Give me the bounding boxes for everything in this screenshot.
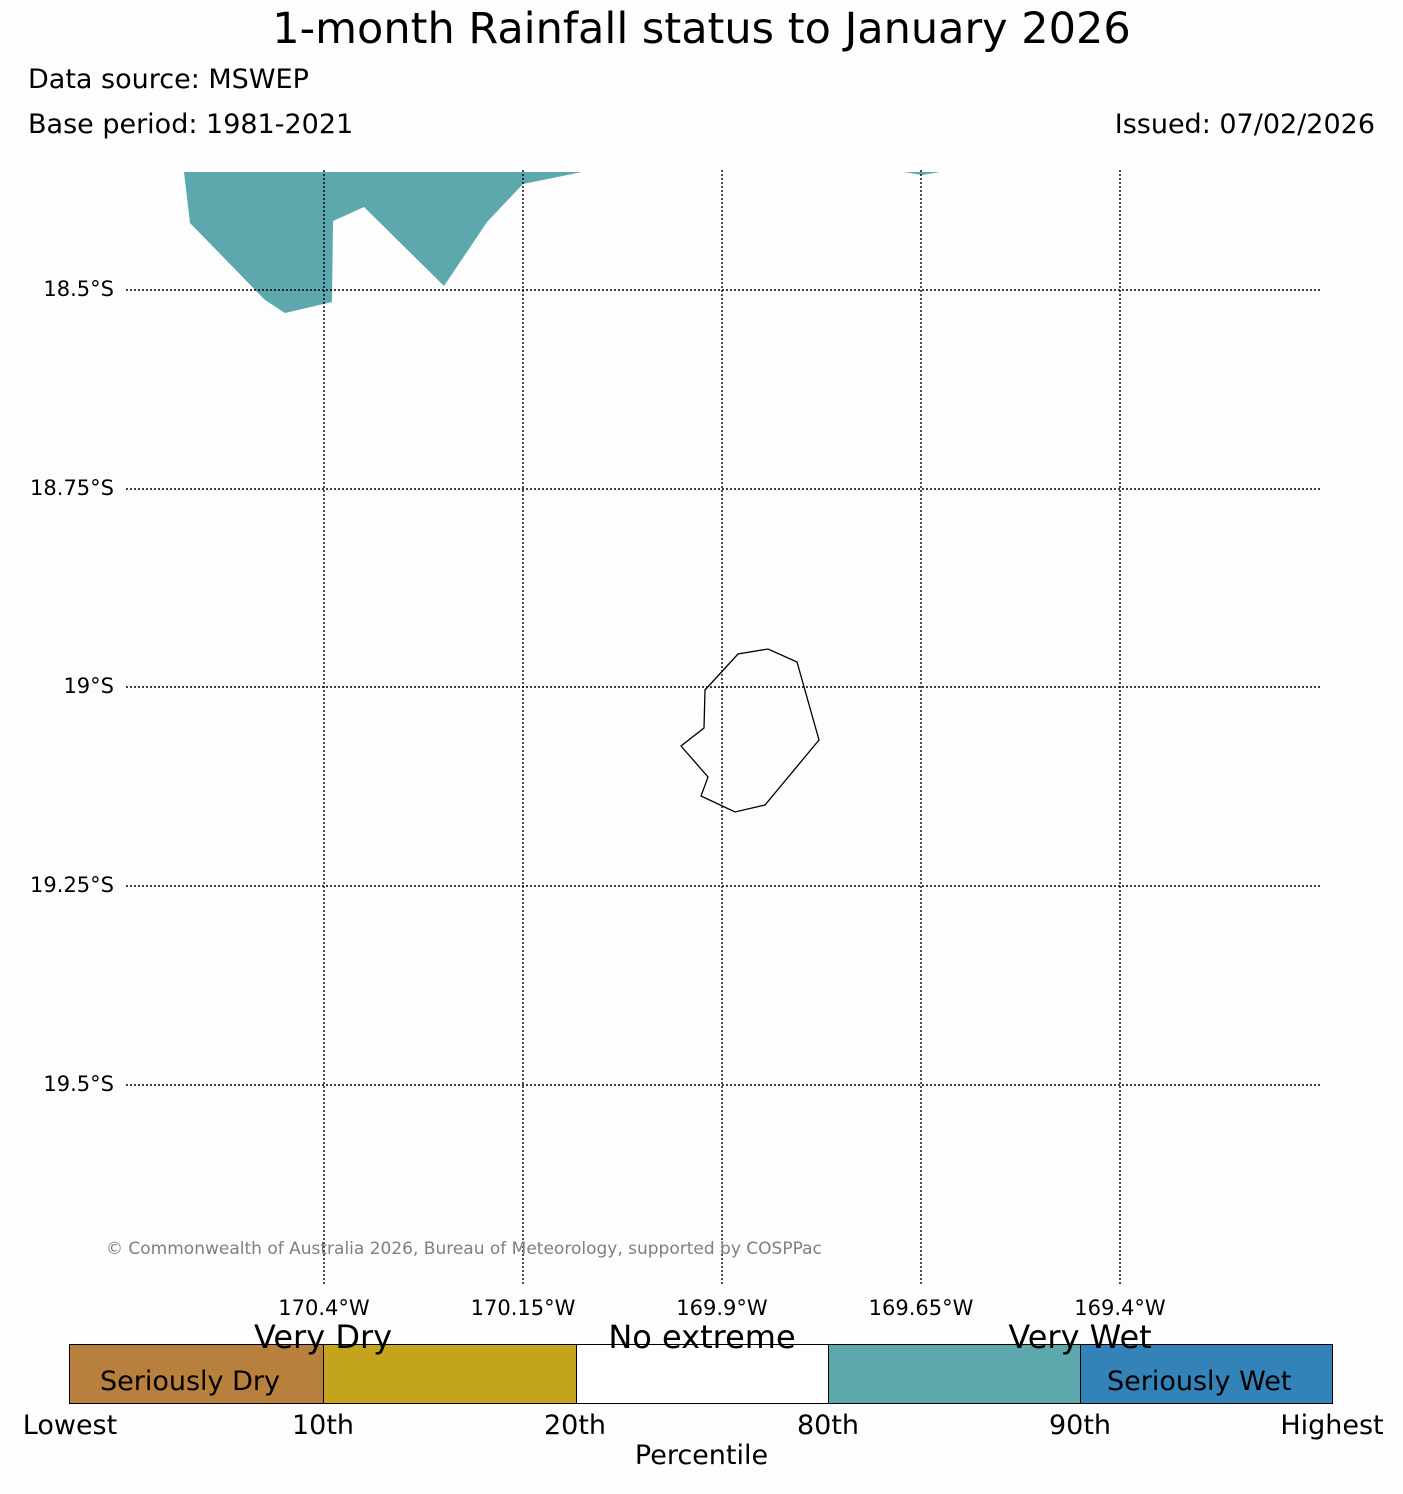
lon-label-169.65: 169.65°W: [868, 1296, 974, 1320]
legend-tick-highest: Highest: [1280, 1410, 1384, 1441]
legend-axis-label: Percentile: [634, 1440, 769, 1471]
lon-label-169.4: 169.4°W: [1074, 1296, 1166, 1320]
lat-label-19: 19°S: [63, 674, 114, 698]
copyright-notice: © Commonwealth of Australia 2026, Bureau…: [106, 1239, 822, 1259]
legend-frame: [69, 1344, 1333, 1404]
legend-very-dry-swatch: [323, 1345, 577, 1403]
lat-label-19.5: 19.5°S: [43, 1072, 114, 1096]
graticule: [126, 170, 1320, 1285]
legend-seriously-dry-label: Seriously Dry: [100, 1366, 280, 1397]
map-title: 1-month Rainfall status to January 2026: [272, 4, 1131, 54]
legend-seriously-wet-label: Seriously Wet: [1107, 1366, 1292, 1397]
data-source: Data source: MSWEP: [28, 64, 309, 95]
lat-label-18.5: 18.5°S: [43, 277, 114, 301]
lon-label-170.15: 170.15°W: [470, 1296, 576, 1320]
legend-tick-80th: 80th: [796, 1410, 860, 1441]
lat-label-18.75: 18.75°S: [30, 476, 114, 500]
legend-seriously-dry-swatch: [70, 1345, 323, 1403]
issued-date: Issued: 07/02/2026: [1114, 109, 1375, 140]
legend-no-extreme-label: No extreme: [608, 1318, 796, 1356]
base-period: Base period: 1981-2021: [28, 109, 354, 140]
legend-no-extreme-swatch: [576, 1345, 829, 1403]
island-coastline: [680, 648, 820, 813]
very-wet-area-small: [904, 172, 940, 175]
lon-label-169.9: 169.9°W: [676, 1296, 768, 1320]
legend-tick-20th: 20th: [543, 1410, 607, 1441]
lat-label-19.25: 19.25°S: [30, 873, 114, 897]
legend-tick-90th: 90th: [1048, 1410, 1112, 1441]
legend-tick-10th: 10th: [291, 1410, 355, 1441]
legend-very-wet-swatch: [828, 1345, 1081, 1403]
legend-seriously-wet-swatch: [1080, 1345, 1333, 1403]
legend-very-dry-label: Very Dry: [253, 1318, 393, 1356]
lon-label-170.4: 170.4°W: [278, 1296, 370, 1320]
legend-very-wet-label: Very Wet: [1008, 1318, 1152, 1356]
legend-tick-lowest: Lowest: [22, 1410, 118, 1441]
very-wet-area: [184, 172, 582, 313]
